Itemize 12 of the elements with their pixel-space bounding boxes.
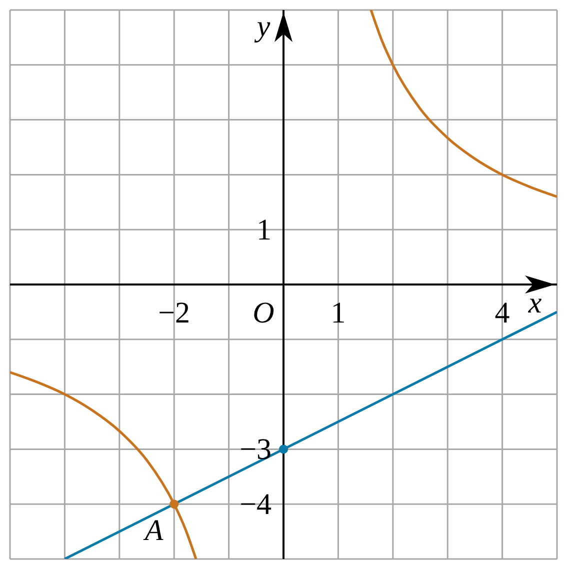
x-tick-label: 1 <box>330 296 346 330</box>
annotation: O <box>252 296 274 330</box>
y-tick-label: 1 <box>256 214 272 247</box>
y-tick-label: −3 <box>240 433 272 466</box>
y-tick-label: −4 <box>240 488 272 522</box>
y-axis-title: y <box>254 10 271 43</box>
annotation: A <box>142 514 164 548</box>
x-tick-label: −2 <box>158 296 190 330</box>
x-tick-label: 4 <box>494 296 510 330</box>
x-axis-title: x <box>527 286 542 320</box>
line-series <box>10 371 198 559</box>
line-series <box>370 10 557 198</box>
